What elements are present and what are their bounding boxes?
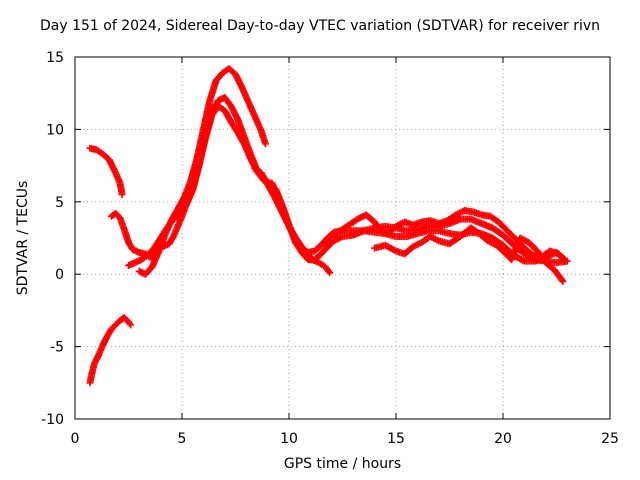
y-tick-label: 15 bbox=[46, 50, 64, 66]
data-point bbox=[519, 256, 527, 264]
data-point bbox=[390, 246, 398, 254]
series-track-f bbox=[319, 206, 569, 265]
plot-frame bbox=[74, 56, 611, 420]
x-tick-label: 10 bbox=[280, 431, 298, 447]
data-point bbox=[326, 269, 334, 277]
y-tick-label: 0 bbox=[55, 267, 64, 283]
series-track-e bbox=[251, 164, 334, 277]
data-point bbox=[261, 140, 269, 148]
x-tick-label: 20 bbox=[494, 431, 512, 447]
data-point bbox=[558, 276, 566, 284]
data-point bbox=[127, 321, 135, 329]
x-tick-label: 0 bbox=[71, 431, 80, 447]
series-track-a bbox=[86, 144, 126, 199]
data-points bbox=[86, 65, 571, 387]
data-point bbox=[118, 191, 126, 199]
series-track-d bbox=[135, 65, 269, 278]
y-tick-label: -10 bbox=[41, 412, 64, 428]
y-tick-label: 5 bbox=[55, 195, 64, 211]
y-tick-label: 10 bbox=[46, 122, 64, 138]
x-tick-label: 25 bbox=[601, 431, 619, 447]
axis-ticks: 0 5 10 15 20 25 -10 -5 0 5 10 15 bbox=[41, 50, 619, 447]
data-point bbox=[126, 319, 134, 327]
y-tick-label: -5 bbox=[50, 340, 64, 356]
series-track-h bbox=[86, 314, 135, 387]
chart-title: Day 151 of 2024, Sidereal Day-to-day VTE… bbox=[39, 18, 601, 34]
x-tick-label: 15 bbox=[387, 431, 405, 447]
data-point bbox=[561, 257, 569, 265]
data-point bbox=[560, 256, 568, 264]
data-point bbox=[559, 277, 567, 285]
x-axis-label: GPS time / hours bbox=[283, 456, 402, 472]
data-point bbox=[325, 267, 333, 275]
x-tick-label: 5 bbox=[178, 431, 187, 447]
series-track-g bbox=[371, 224, 567, 285]
